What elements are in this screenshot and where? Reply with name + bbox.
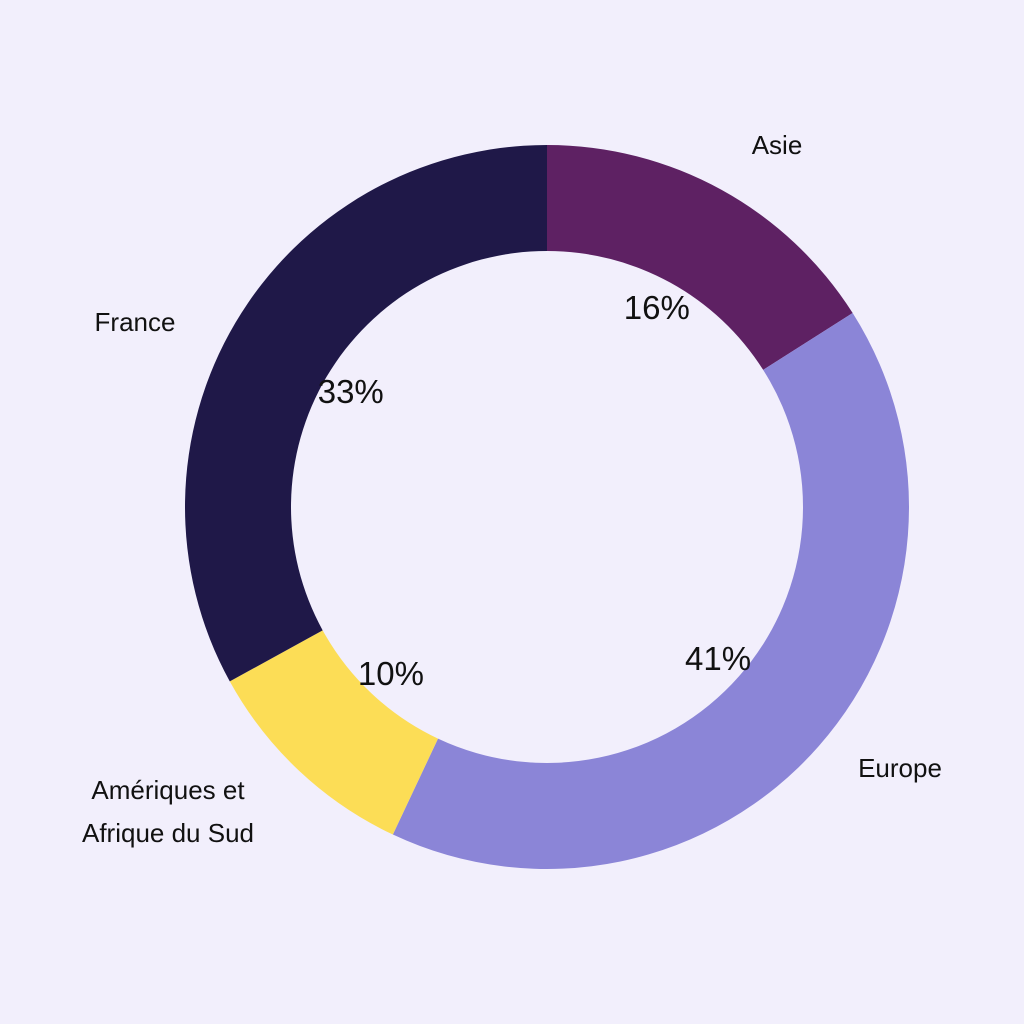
percent-labels: 16% 41% 10% 33% [318, 289, 751, 692]
category-label-line: France [95, 307, 176, 337]
category-label-ameriques-et-afrique-du-sud: Amériques et Afrique du Sud [82, 775, 254, 848]
category-label-line: Europe [858, 753, 942, 783]
category-label-line: Afrique du Sud [82, 818, 254, 848]
percent-label-ameriques-et-afrique-du-sud: 10% [358, 655, 424, 692]
category-label-asie: Asie [752, 130, 803, 160]
slice-europe [392, 313, 910, 870]
percent-label-france: 33% [318, 373, 384, 410]
category-labels: Asie Europe Amériques et Afrique du Sud Fran… [82, 130, 942, 848]
percent-label-asie: 16% [624, 289, 690, 326]
category-label-france: France [95, 307, 176, 337]
slice-ameriques-et-afrique-du-sud [229, 630, 439, 835]
category-label-line: Amériques et [91, 775, 245, 805]
percent-label-europe: 41% [685, 640, 751, 677]
category-label-line: Asie [752, 130, 803, 160]
category-label-europe: Europe [858, 753, 942, 783]
slice-france [184, 145, 547, 682]
slice-asie [547, 145, 853, 370]
donut-slices [184, 145, 910, 870]
